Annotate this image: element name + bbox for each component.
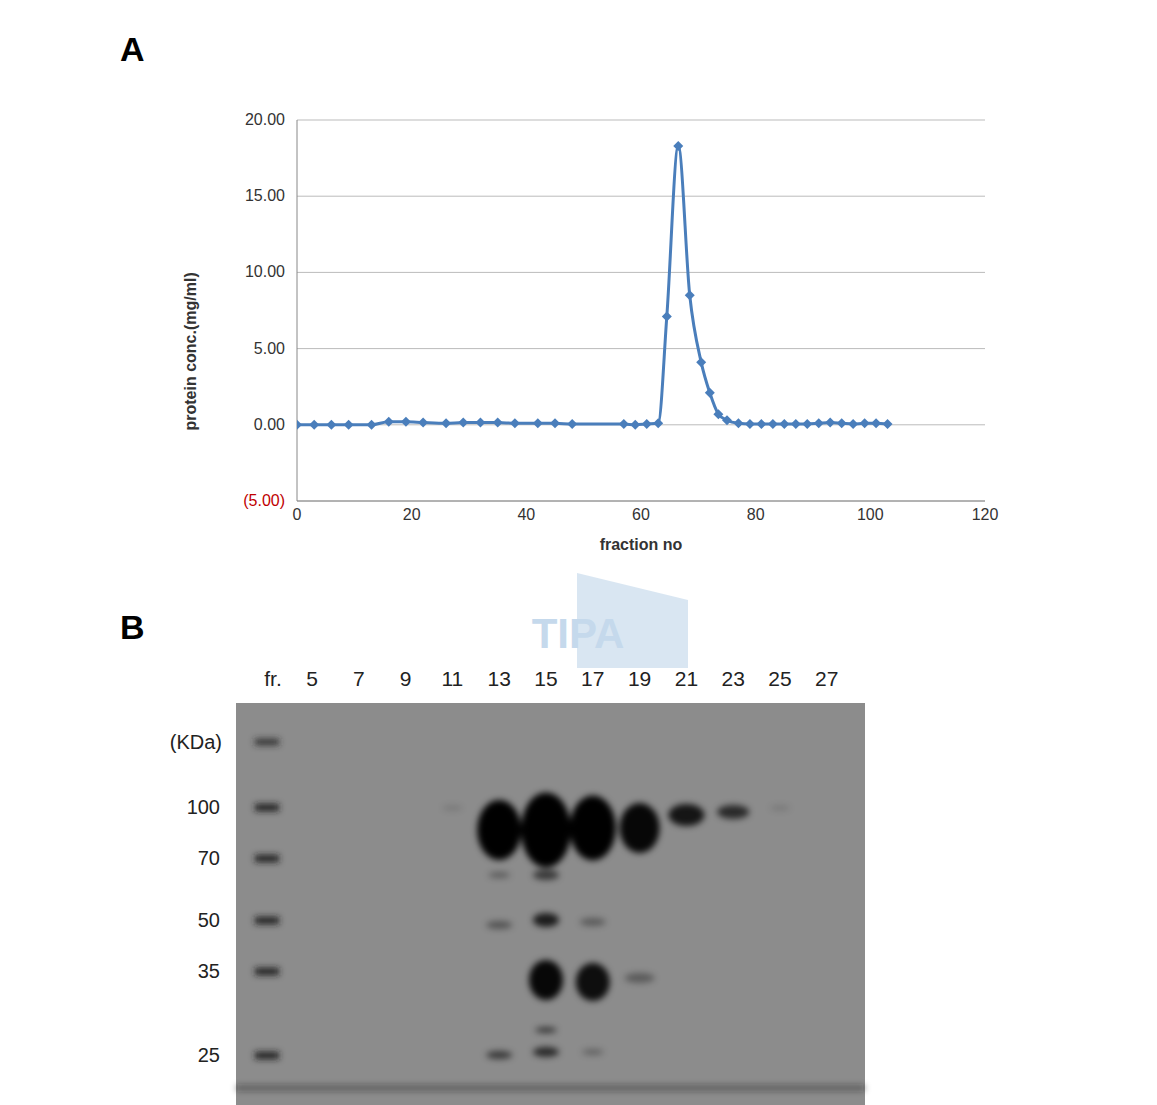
svg-text:21: 21 bbox=[675, 667, 698, 690]
svg-text:23: 23 bbox=[722, 667, 745, 690]
svg-text:25: 25 bbox=[198, 1044, 220, 1066]
svg-text:(KDa): (KDa) bbox=[170, 731, 222, 753]
svg-text:80: 80 bbox=[747, 506, 765, 523]
svg-text:17: 17 bbox=[581, 667, 604, 690]
svg-text:60: 60 bbox=[632, 506, 650, 523]
svg-text:20: 20 bbox=[403, 506, 421, 523]
svg-text:TIPA: TIPA bbox=[532, 610, 625, 657]
svg-text:100: 100 bbox=[187, 796, 220, 818]
svg-text:0.00: 0.00 bbox=[254, 416, 285, 433]
svg-text:0: 0 bbox=[293, 506, 302, 523]
svg-text:10.00: 10.00 bbox=[245, 263, 285, 280]
svg-text:40: 40 bbox=[517, 506, 535, 523]
svg-text:25: 25 bbox=[768, 667, 791, 690]
html-text:B: B bbox=[120, 608, 145, 646]
svg-text:120: 120 bbox=[972, 506, 999, 523]
svg-text:20.00: 20.00 bbox=[245, 111, 285, 128]
svg-text:27: 27 bbox=[815, 667, 838, 690]
svg-text:protein conc.(mg/ml): protein conc.(mg/ml) bbox=[182, 272, 199, 430]
svg-text:fr.: fr. bbox=[264, 667, 282, 690]
svg-text:100: 100 bbox=[857, 506, 884, 523]
svg-text:5: 5 bbox=[306, 667, 318, 690]
html-text:A: A bbox=[120, 30, 145, 68]
svg-text:5.00: 5.00 bbox=[254, 340, 285, 357]
svg-text:7: 7 bbox=[353, 667, 365, 690]
svg-text:35: 35 bbox=[198, 960, 220, 982]
svg-text:fraction no: fraction no bbox=[600, 536, 683, 550]
svg-text:15.00: 15.00 bbox=[245, 187, 285, 204]
svg-text:50: 50 bbox=[198, 909, 220, 931]
svg-text:15: 15 bbox=[534, 667, 557, 690]
svg-text:11: 11 bbox=[441, 667, 463, 690]
svg-text:70: 70 bbox=[198, 847, 220, 869]
svg-text:(5.00): (5.00) bbox=[243, 492, 285, 509]
svg-text:13: 13 bbox=[488, 667, 511, 690]
svg-text:19: 19 bbox=[628, 667, 651, 690]
svg-text:9: 9 bbox=[400, 667, 412, 690]
